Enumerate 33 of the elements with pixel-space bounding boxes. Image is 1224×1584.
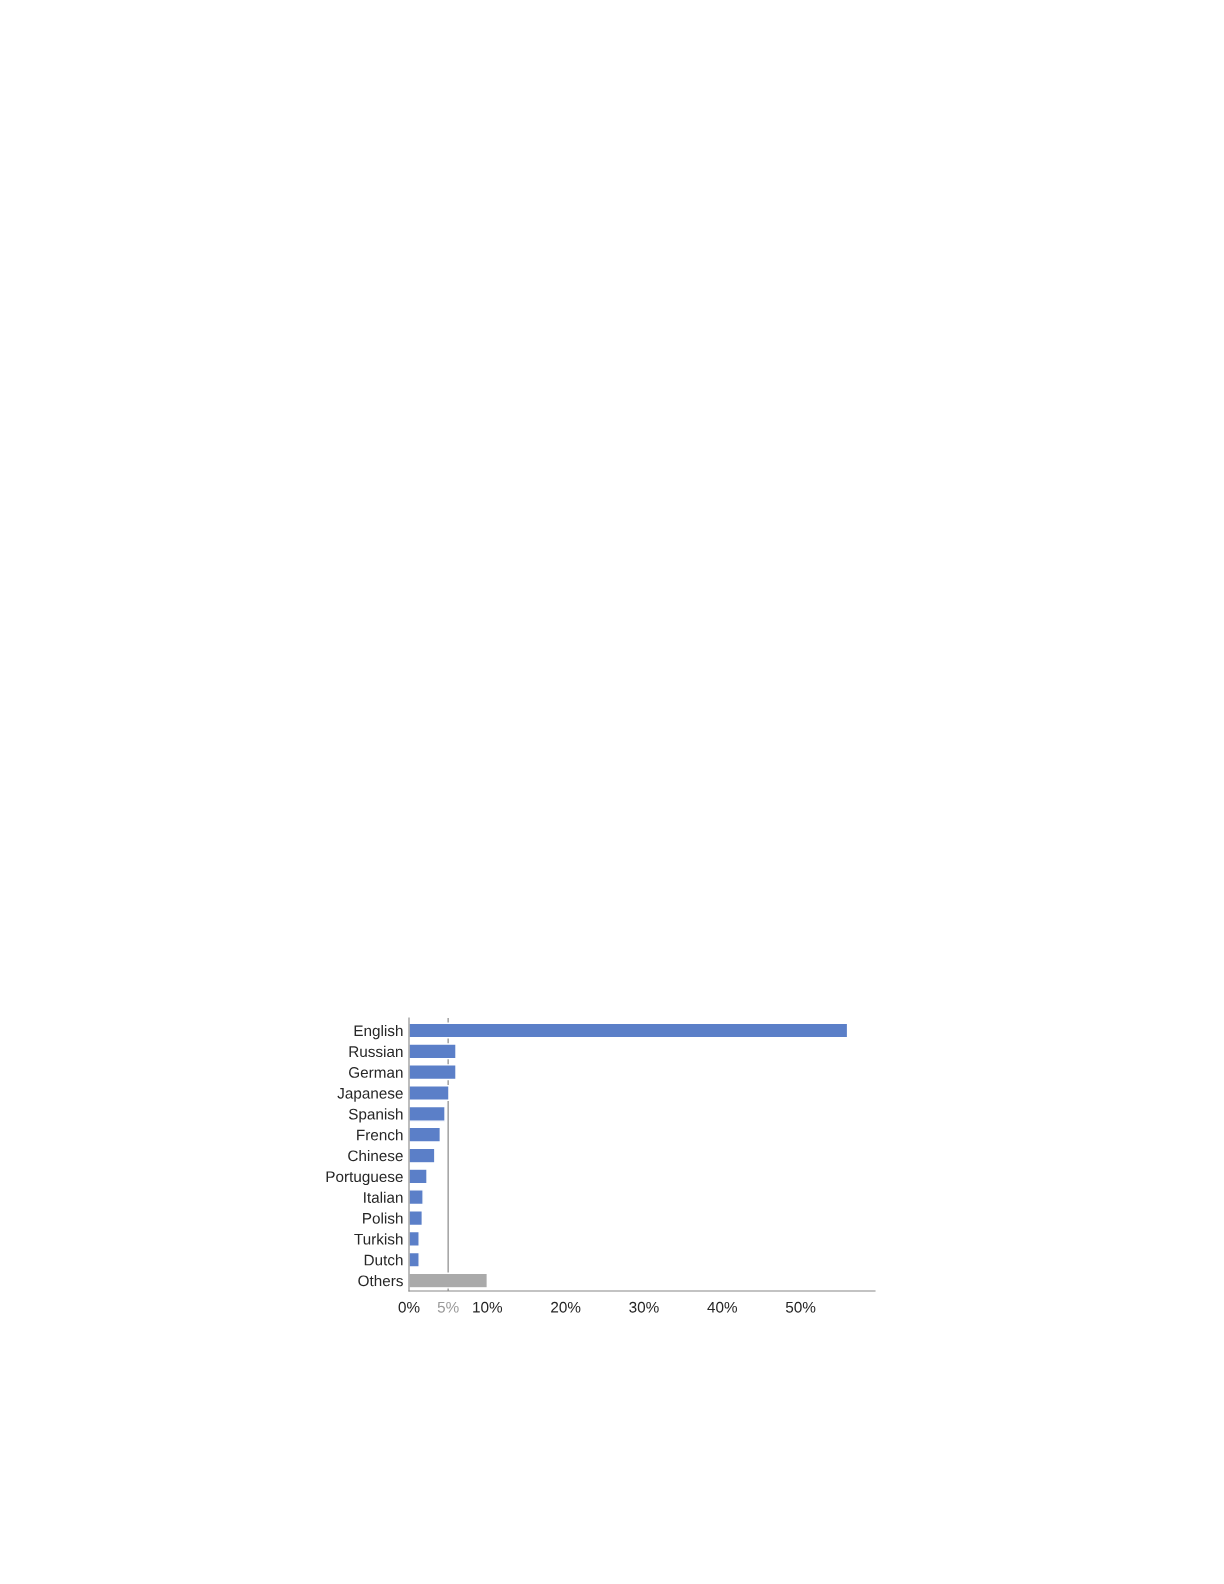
bar: [409, 1022, 849, 1039]
bar: [409, 1064, 457, 1081]
y-tick-label: Others: [358, 1275, 403, 1287]
bar: [409, 1126, 442, 1143]
y-tick-label: German: [349, 1067, 403, 1078]
bar: [409, 1230, 420, 1247]
y-tick-label: Japanese: [337, 1088, 403, 1102]
y-tick-label: Spanish: [348, 1108, 403, 1123]
bar: [409, 1043, 457, 1060]
y-tick-label: Portuguese: [326, 1171, 403, 1186]
y-tick-label: English: [354, 1024, 403, 1040]
x-tick-label: 5%: [437, 1301, 459, 1313]
y-tick-label: French: [357, 1129, 403, 1141]
x-tick-label: 20%: [551, 1301, 581, 1313]
bar: [409, 1105, 446, 1122]
bar: [409, 1210, 424, 1227]
y-tick-label: Turkish: [354, 1233, 403, 1245]
y-tick-label: Dutch: [364, 1254, 403, 1266]
y-tick-label: Chinese: [348, 1150, 403, 1162]
bar: [409, 1189, 424, 1206]
x-tick-label: 0%: [398, 1301, 420, 1313]
bar: [409, 1251, 420, 1268]
x-tick-label: 10%: [473, 1301, 503, 1313]
x-tick-label: 30%: [629, 1301, 659, 1313]
bar: [409, 1085, 450, 1102]
y-tick-label: Polish: [363, 1212, 403, 1224]
bar: [409, 1168, 428, 1185]
y-tick-label: Russian: [349, 1045, 403, 1058]
x-tick-label: 40%: [707, 1301, 738, 1313]
bar: [409, 1272, 489, 1289]
bar: [409, 1147, 436, 1164]
y-tick-label: Italian: [364, 1191, 403, 1203]
x-tick-label: 50%: [785, 1301, 816, 1313]
